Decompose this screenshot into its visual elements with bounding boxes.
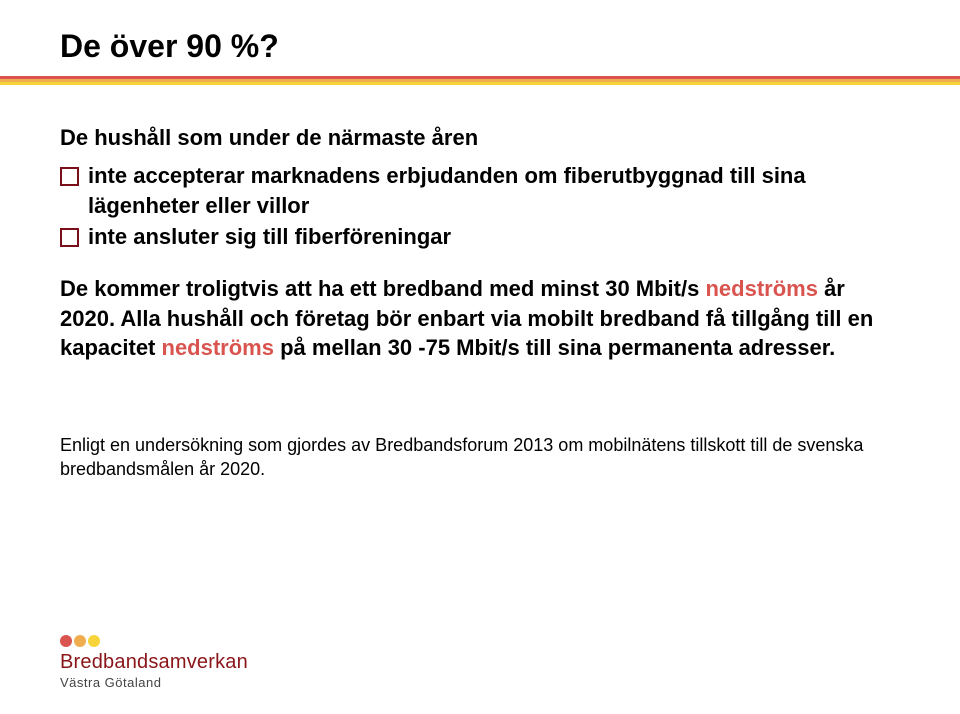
logo-dot-orange [74, 635, 86, 647]
logo-text-primary: Bredbandsamverkan [60, 651, 248, 674]
lead-text: De hushåll som under de närmaste åren [60, 125, 900, 151]
bullet-list: inte accepterar marknadens erbjudanden o… [60, 161, 900, 252]
para-highlight-2: nedströms [162, 335, 274, 360]
bullet-item: inte ansluter sig till fiberföreningar [60, 222, 900, 252]
title-underline [0, 76, 960, 85]
para-pre: De kommer troligtvis att ha ett bredband… [60, 276, 705, 301]
body-paragraph: De kommer troligtvis att ha ett bredband… [60, 274, 900, 363]
para-mid2: på mellan 30 -75 Mbit/s till sina perman… [274, 335, 835, 360]
slide-title: De över 90 %? [60, 28, 900, 65]
logo-dots [60, 635, 248, 647]
stripe-yellow [0, 82, 960, 85]
logo-dot-red [60, 635, 72, 647]
para-highlight-1: nedströms [705, 276, 817, 301]
footnote: Enligt en undersökning som gjordes av Br… [60, 433, 900, 482]
slide: De över 90 %? De hushåll som under de nä… [0, 0, 960, 714]
content: De hushåll som under de närmaste åren in… [60, 125, 900, 482]
bullet-item: inte accepterar marknadens erbjudanden o… [60, 161, 900, 220]
logo-text-secondary: Västra Götaland [60, 675, 248, 690]
logo-dot-yellow [88, 635, 100, 647]
logo: Bredbandsamverkan Västra Götaland [60, 635, 248, 690]
